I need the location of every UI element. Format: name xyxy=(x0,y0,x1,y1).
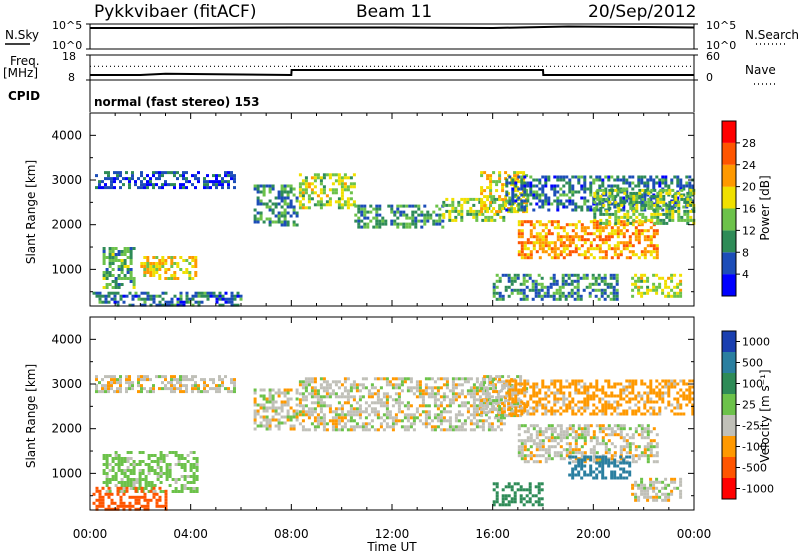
nsky-label: N.Sky xyxy=(5,28,39,42)
power-panel: 4000 3000 2000 1000 Slant Range [km] xyxy=(24,113,695,307)
velocity-colorbar-segment xyxy=(722,415,736,436)
power-colorbar-tick: 28 xyxy=(742,137,756,150)
freq-strip: 18 8 60 0 Freq. [MHz] Nave xyxy=(3,50,778,84)
power-colorbar-tick: 12 xyxy=(742,224,756,237)
power-colorbar-segment xyxy=(722,165,736,187)
time-axis-labels: 00:00 04:00 08:00 12:00 16:00 20:00 00:00 xyxy=(73,527,712,541)
power-colorbar-segment xyxy=(722,209,736,231)
y-tick-label: 3000 xyxy=(51,377,82,391)
power-colorbar-tick: 20 xyxy=(742,181,756,194)
power-colorbar-tick: 8 xyxy=(742,246,749,259)
power-echo-region xyxy=(140,256,197,280)
power-colorbar-segment xyxy=(722,274,736,296)
velocity-ylabel: Slant Range [km] xyxy=(24,364,38,468)
power-colorbar-label: Power [dB] xyxy=(758,175,772,240)
power-echo-region xyxy=(354,205,444,229)
y-tick-label: 4000 xyxy=(51,332,82,346)
x-tick-label: 00:00 xyxy=(677,527,712,541)
station-title: Pykkvibaer (fitACF) xyxy=(94,2,256,22)
x-tick-label: 20:00 xyxy=(576,527,611,541)
power-echo-region xyxy=(254,185,299,227)
cpid-text: normal (fast stereo) 153 xyxy=(94,95,260,109)
freq-line xyxy=(90,70,694,75)
velocity-colorbar-tick: -1000 xyxy=(742,483,774,496)
velocity-colorbar-tick: 500 xyxy=(742,357,763,370)
velocity-colorbar-segment xyxy=(722,373,736,394)
power-colorbar-segment xyxy=(722,252,736,274)
power-ylabel: Slant Range [km] xyxy=(24,160,38,264)
power-echo-region xyxy=(493,274,619,301)
velocity-colorbar-segment xyxy=(722,436,736,457)
nsky-strip: 10^5 10^0 10^5 10^0 N.Sky N.Search xyxy=(5,19,799,52)
y-tick-label: 3000 xyxy=(51,173,82,187)
velocity-colorbar-segment xyxy=(722,352,736,373)
velocity-panel: 4000 3000 2000 1000 Slant Range [km] xyxy=(24,317,694,511)
power-colorbar-segment xyxy=(722,143,736,165)
x-tick-label: 08:00 xyxy=(274,527,309,541)
nave-tick-top: 60 xyxy=(706,50,720,63)
power-echo-region xyxy=(299,173,356,209)
power-colorbar-segment xyxy=(722,187,736,209)
power-colorbar-segment xyxy=(722,121,736,143)
cpid-label: CPID xyxy=(8,89,40,103)
power-echo-region xyxy=(95,171,236,189)
vel-echo-region xyxy=(631,478,682,502)
nave-label: Nave xyxy=(745,63,776,77)
power-colorbar-tick: 16 xyxy=(742,203,756,216)
freq-tick-bottom: 8 xyxy=(68,71,75,84)
vel-echo-region xyxy=(95,375,236,393)
nave-tick-bottom: 0 xyxy=(706,71,713,84)
velocity-colorbar-tick: 25 xyxy=(742,399,756,412)
beam-title: Beam 11 xyxy=(356,2,432,22)
vel-echo-region xyxy=(254,389,299,431)
velocity-colorbar-segment xyxy=(722,478,736,499)
date-title: 20/Sep/2012 xyxy=(588,2,696,22)
y-tick-label: 1000 xyxy=(51,466,82,480)
velocity-colorbar-segment xyxy=(722,394,736,415)
x-tick-label: 12:00 xyxy=(375,527,410,541)
y-tick-label: 2000 xyxy=(51,218,82,232)
x-tick-label: 04:00 xyxy=(173,527,208,541)
vel-echo-region xyxy=(103,451,199,493)
velocity-colorbar-label: Velocity [m s⁻¹] xyxy=(758,369,772,462)
y-tick-label: 4000 xyxy=(51,128,82,142)
vel-echo-region xyxy=(493,482,544,506)
power-echo-region xyxy=(631,274,682,298)
velocity-colorbar-segment xyxy=(722,457,736,478)
nsky-line xyxy=(90,27,694,29)
y-tick-label: 1000 xyxy=(51,262,82,276)
power-data-layer xyxy=(93,171,696,307)
power-echo-region xyxy=(518,220,659,259)
power-colorbar-tick: 4 xyxy=(742,268,749,281)
velocity-colorbar-tick: 1000 xyxy=(742,336,770,349)
freq-tick-top: 18 xyxy=(62,50,76,63)
power-colorbar-segment xyxy=(722,230,736,252)
nsearch-tick-top: 10^5 xyxy=(706,19,736,32)
power-echo-region xyxy=(442,198,505,222)
velocity-colorbar-segment xyxy=(722,331,736,352)
x-tick-label: 00:00 xyxy=(73,527,108,541)
power-echo-region xyxy=(103,247,136,289)
vel-echo-region xyxy=(299,377,506,431)
nsky-tick-top: 10^5 xyxy=(52,19,82,32)
cpid-strip: CPID normal (fast stereo) 153 xyxy=(8,80,694,112)
vel-echo-region xyxy=(505,380,694,416)
velocity-data-layer xyxy=(93,375,695,511)
power-colorbar: 28 24 20 16 12 8 4 Power [dB] xyxy=(722,121,772,296)
power-colorbar-tick: 24 xyxy=(742,159,756,172)
nsearch-label: N.Search xyxy=(745,28,799,42)
x-tick-label: 16:00 xyxy=(475,527,510,541)
y-tick-label: 2000 xyxy=(51,422,82,436)
time-axis-title: Time UT xyxy=(366,540,417,554)
freq-label-line2: [MHz] xyxy=(3,66,38,80)
